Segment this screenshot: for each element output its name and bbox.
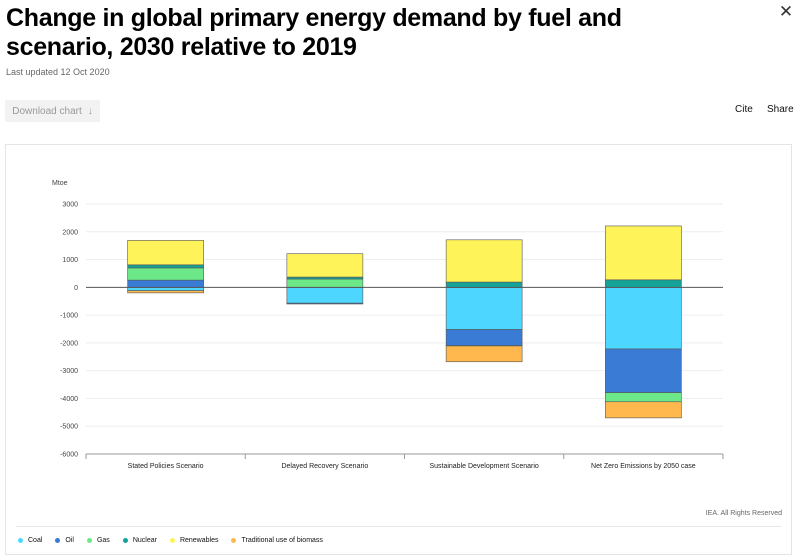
legend: Coal Oil Gas Nuclear Renewables Traditional u…	[18, 537, 336, 544]
y-tick-label: -1000	[60, 313, 78, 320]
bar-segment-oil	[445, 329, 523, 346]
x-tick-label: Net Zero Emissions by 2050 case	[591, 463, 696, 470]
y-tick-label: 2000	[62, 229, 78, 236]
bar-segment-traditional-use-of-biomass	[127, 290, 204, 294]
y-axis-label: Mtoe	[52, 180, 68, 187]
bar-segment-traditional-use-of-biomass	[445, 345, 523, 363]
x-tick-label: Delayed Recovery Scenario	[281, 463, 368, 470]
bar-segment-renewables	[127, 240, 204, 266]
legend-swatch	[86, 538, 92, 543]
y-tick-label: 3000	[62, 202, 78, 209]
bar-segment-nuclear	[605, 279, 682, 288]
legend-label: Renewables	[179, 537, 219, 544]
chart-card: Mtoe 3000 2000 1000 0 -1000 -2000 -3000 -4000 -50…	[5, 144, 792, 555]
bar-segment-traditional-use-of-biomass	[605, 401, 682, 419]
bar-segment-renewables	[445, 239, 523, 283]
x-tick-label: Sustainable Development Scenario	[429, 463, 538, 470]
legend-label: Oil	[65, 537, 74, 544]
cite-button[interactable]: Cite	[735, 104, 753, 115]
bar-segment-oil	[127, 279, 204, 288]
legend-swatch	[231, 538, 237, 543]
bar-segment-oil	[605, 348, 682, 393]
download-chart-button[interactable]: Download chart ↓	[5, 100, 100, 122]
download-chart-label: Download chart	[12, 105, 82, 117]
legend-divider	[16, 526, 781, 527]
y-tick-label: -4000	[60, 396, 78, 403]
bar-segment-oil	[286, 302, 364, 305]
legend-swatch	[18, 538, 23, 543]
legend-label: Coal	[28, 537, 43, 544]
y-tick-label: 1000	[62, 257, 78, 264]
legend-swatch	[122, 538, 128, 543]
y-tick-label: -6000	[60, 452, 78, 459]
legend-item-coal[interactable]: Coal	[18, 537, 42, 544]
legend-item-renewables[interactable]: Renewables	[169, 537, 219, 544]
bar-segment-gas	[605, 392, 682, 403]
share-button[interactable]: Share	[767, 104, 794, 115]
close-icon[interactable]: ✕	[778, 2, 794, 21]
y-tick-label: -3000	[60, 368, 78, 375]
download-arrow-icon: ↓	[87, 105, 93, 117]
bar-segment-gas	[127, 267, 204, 281]
last-updated: Last updated 12 Oct 2020	[6, 67, 110, 77]
legend-label: Nuclear	[132, 537, 157, 544]
bar-segment-coal	[605, 287, 682, 350]
legend-item-nuclear[interactable]: Nuclear	[122, 537, 157, 544]
legend-item-oil[interactable]: Oil	[55, 537, 74, 544]
legend-label: Traditional use of biomass	[241, 537, 323, 544]
legend-label: Gas	[96, 537, 110, 544]
bar-segment-nuclear	[445, 281, 523, 288]
bar-segment-coal	[445, 287, 523, 330]
source-note: IEA. All Rights Reserved	[705, 510, 782, 517]
y-tick-label: -5000	[60, 424, 78, 431]
bar-segment-renewables	[605, 225, 682, 281]
bar-segment-renewables	[286, 253, 364, 278]
y-tick-label: -2000	[60, 340, 78, 347]
bar-segment-coal	[286, 287, 364, 304]
legend-swatch	[55, 538, 61, 543]
y-tick-label: 0	[74, 285, 78, 292]
legend-item-traditional-use-of-biomass[interactable]: Traditional use of biomass	[231, 537, 323, 544]
bar-segment-nuclear	[127, 264, 204, 269]
chart-svg: Mtoe 3000 2000 1000 0 -1000 -2000 -3000 -4000 -50…	[52, 180, 724, 470]
x-tick-label: Stated Policies Scenario	[128, 463, 204, 470]
legend-swatch	[169, 538, 175, 543]
bar-segment-gas	[286, 278, 364, 288]
legend-item-gas[interactable]: Gas	[86, 537, 110, 544]
page-title: Change in global primary energy demand b…	[6, 4, 622, 61]
